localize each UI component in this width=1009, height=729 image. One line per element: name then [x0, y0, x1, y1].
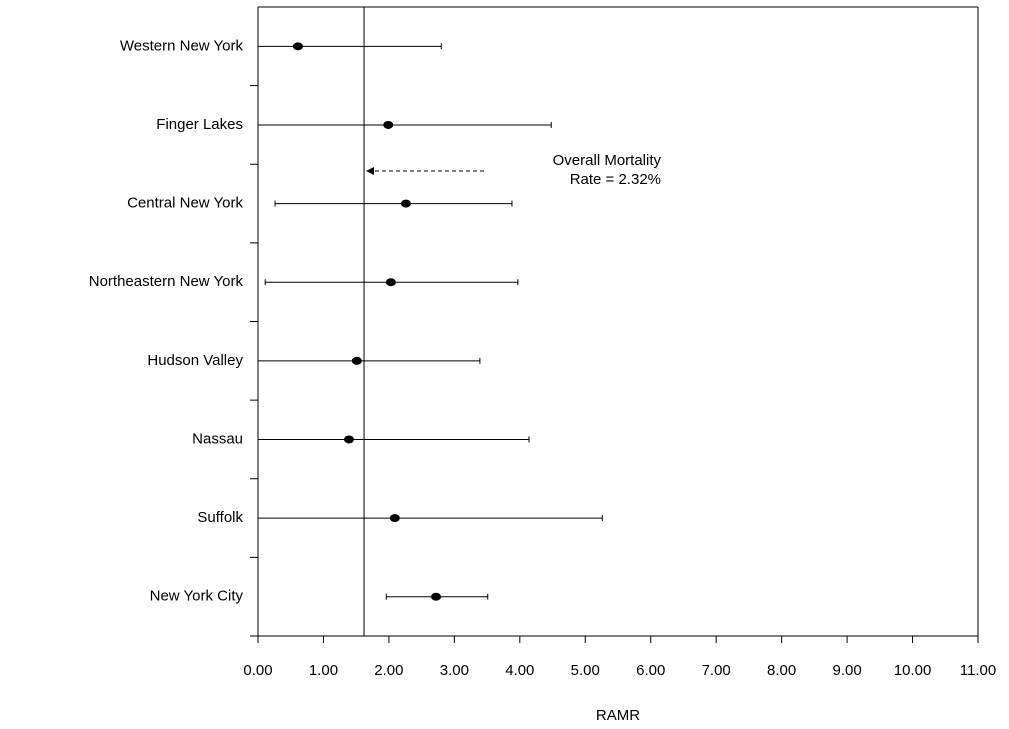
y-tick-label: Nassau [192, 430, 243, 447]
x-tick-label: 11.00 [960, 662, 996, 679]
point [383, 120, 394, 129]
annotation-text: Overall Mortality [553, 152, 662, 169]
y-tick-label: Hudson Valley [147, 352, 243, 369]
point [343, 435, 354, 444]
y-tick-label: Suffolk [197, 509, 243, 526]
x-axis-label: RAMR [596, 707, 640, 724]
y-tick-label: Finger Lakes [156, 116, 243, 133]
point [292, 42, 303, 51]
x-tick-label: 1.00 [309, 662, 338, 679]
point [389, 514, 400, 523]
x-tick-label: 4.00 [505, 662, 534, 679]
x-tick-label: 6.00 [636, 662, 665, 679]
x-tick-label: 3.00 [440, 662, 469, 679]
annotation-text: Rate = 2.32% [570, 171, 661, 188]
point [431, 592, 442, 601]
x-tick-label: 2.00 [374, 662, 403, 679]
x-tick-label: 7.00 [702, 662, 731, 679]
y-tick-label: Northeastern New York [89, 273, 244, 290]
y-tick-label: Western New York [120, 37, 244, 54]
y-tick-label: New York City [150, 588, 244, 605]
point [351, 356, 362, 365]
point [400, 199, 411, 208]
x-tick-label: 0.00 [243, 662, 272, 679]
x-tick-label: 9.00 [832, 662, 861, 679]
x-tick-label: 5.00 [571, 662, 600, 679]
point [385, 278, 396, 287]
y-tick-label: Central New York [127, 195, 243, 212]
annotation-arrowhead [366, 167, 375, 175]
x-tick-label: 10.00 [894, 662, 932, 679]
x-tick-label: 8.00 [767, 662, 796, 679]
